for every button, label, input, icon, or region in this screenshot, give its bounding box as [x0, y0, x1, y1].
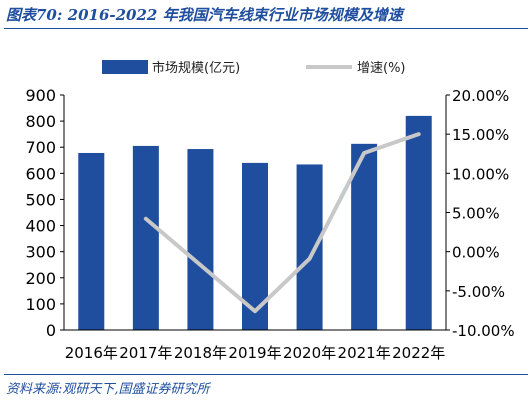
bar-2017年	[132, 145, 159, 330]
x-axis: 2016年 2017年 2018年 2019年 2020年 2021年 2022年	[64, 329, 446, 362]
bar-2018年	[187, 149, 214, 330]
chart-container: 市场规模(亿元) 增速(%) 0 100 200 300 400 500 600 700 800…	[0, 30, 532, 370]
right-tick-label: 10.00%	[452, 165, 509, 183]
growth-point-2022年	[417, 132, 421, 136]
bar-2022年	[405, 115, 432, 330]
x-tick-label: 2018年	[174, 344, 227, 362]
line-series	[143, 132, 421, 314]
source-note: 资料来源:观研天下,国盛证券研究所	[6, 382, 210, 397]
right-tick-label: -10.00%	[452, 322, 515, 340]
left-tick-label: 200	[25, 269, 56, 288]
growth-point-2018年	[198, 263, 202, 267]
left-tick-label: 800	[25, 112, 56, 131]
bar-2021年	[351, 143, 378, 330]
x-tick-label: 2021年	[338, 344, 391, 362]
figure-title: 图表70: 2016-2022 年我国汽车线束行业市场规模及增速	[6, 6, 403, 24]
left-tick-label: 900	[25, 86, 56, 105]
right-tick-label: 20.00%	[452, 87, 509, 105]
x-tick-label: 2019年	[228, 344, 281, 362]
chart-legend: 市场规模(亿元) 增速(%)	[102, 60, 406, 76]
x-tick-label: 2017年	[119, 344, 172, 362]
legend-label-bar: 市场规模(亿元)	[152, 60, 240, 76]
x-tick-label: 2022年	[392, 344, 445, 362]
left-tick-label: 500	[25, 190, 56, 209]
right-tick-label: 5.00%	[452, 205, 500, 223]
growth-line	[143, 132, 421, 314]
left-tick-label: 400	[25, 217, 56, 236]
left-tick-label: 0	[46, 321, 56, 340]
chart-svg: 市场规模(亿元) 增速(%) 0 100 200 300 400 500 600 700 800…	[25, 60, 515, 362]
title-divider	[4, 28, 528, 29]
left-tick-label: 600	[25, 164, 56, 183]
right-tick-label: 15.00%	[452, 126, 509, 144]
left-y-axis: 0 100 200 300 400 500 600 700 800 900	[25, 86, 65, 340]
left-tick-label: 100	[25, 295, 56, 314]
bar-series	[78, 115, 432, 330]
legend-label-line: 增速(%)	[357, 61, 406, 76]
right-y-axis: -10.00% -5.00% 0.00% 5.00% 10.00% 15.00% 20.00…	[445, 87, 515, 340]
growth-point-2020年	[308, 257, 312, 261]
source-divider	[4, 374, 528, 375]
right-tick-label: -5.00%	[452, 283, 505, 301]
left-tick-label: 700	[25, 138, 56, 157]
bar-2020年	[296, 164, 323, 330]
legend-swatch-bar	[102, 60, 148, 74]
growth-point-2017年	[144, 217, 148, 221]
growth-point-2019年	[253, 309, 257, 313]
left-tick-label: 300	[25, 243, 56, 262]
x-tick-label: 2016年	[65, 344, 118, 362]
bar-2016年	[78, 152, 105, 330]
x-tick-label: 2020年	[283, 344, 336, 362]
growth-point-2021年	[362, 151, 366, 155]
right-tick-label: 0.00%	[452, 244, 500, 262]
